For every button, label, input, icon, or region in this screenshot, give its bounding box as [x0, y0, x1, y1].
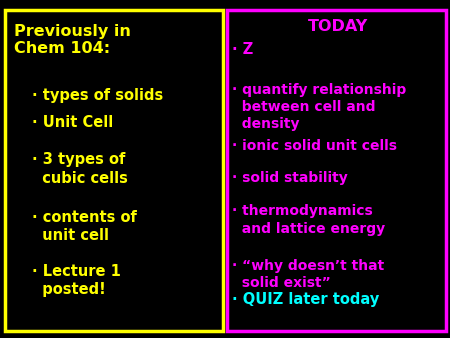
Text: · Z: · Z: [232, 42, 253, 57]
Text: · ionic solid unit cells: · ionic solid unit cells: [232, 139, 397, 152]
Bar: [4, 10, 223, 331]
Text: · 3 types of
  cubic cells: · 3 types of cubic cells: [32, 152, 127, 186]
Text: · QUIZ later today: · QUIZ later today: [232, 292, 379, 307]
Text: TODAY: TODAY: [307, 19, 368, 33]
Text: · quantify relationship
  between cell and
  density: · quantify relationship between cell and…: [232, 83, 406, 131]
Text: · thermodynamics
  and lattice energy: · thermodynamics and lattice energy: [232, 204, 385, 236]
Text: Previously in
Chem 104:: Previously in Chem 104:: [14, 24, 130, 56]
Text: · solid stability: · solid stability: [232, 171, 347, 185]
Text: · “why doesn’t that
  solid exist”: · “why doesn’t that solid exist”: [232, 259, 384, 290]
Text: · Unit Cell: · Unit Cell: [32, 115, 113, 130]
Text: · Lecture 1
  posted!: · Lecture 1 posted!: [32, 264, 121, 297]
Bar: [227, 10, 446, 331]
Text: · contents of
  unit cell: · contents of unit cell: [32, 210, 136, 243]
Text: · types of solids: · types of solids: [32, 88, 163, 103]
